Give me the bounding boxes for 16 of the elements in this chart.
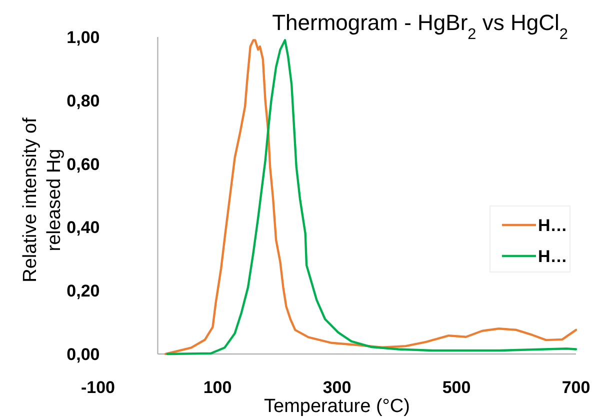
y-tick-label: 0,00	[66, 344, 100, 364]
y-axis-title: Relative intensity of released Hg	[20, 116, 65, 282]
x-tick-label: 100	[203, 378, 232, 397]
y-tick-label: 0,60	[66, 154, 100, 174]
y-tick-label: 1,00	[66, 28, 100, 47]
x-tick-label: 300	[322, 378, 352, 397]
x-tick-label: 700	[562, 378, 590, 397]
chart-title: Thermogram - HgBr$_{2}$ vs HgCl$_{2}$	[272, 10, 568, 42]
y-tick-label: 0,20	[66, 282, 100, 301]
x-tick-label: 500	[442, 378, 471, 397]
y-tick-label: 0,80	[66, 91, 100, 110]
x-tick-label: -100	[80, 378, 116, 397]
x-axis-title: Temperature (°C)	[264, 396, 410, 417]
legend-label: H…	[538, 216, 568, 235]
y-tick-label: 0,40	[66, 218, 100, 238]
legend-label: H…	[538, 246, 568, 266]
